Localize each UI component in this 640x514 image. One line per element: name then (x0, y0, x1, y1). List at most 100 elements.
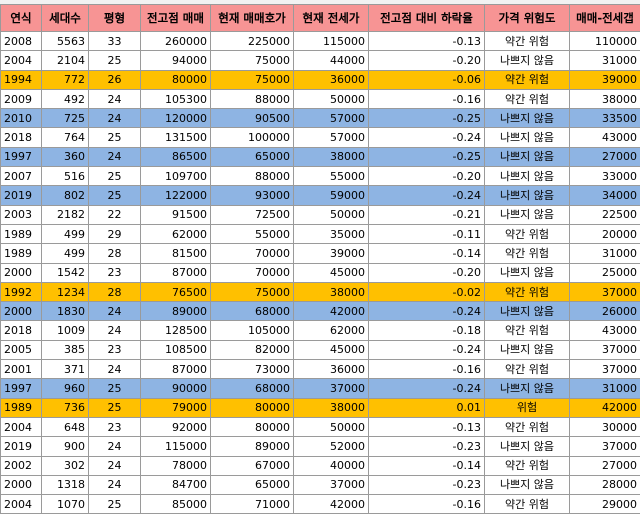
cell-jeonse-price[interactable]: 44000 (294, 51, 369, 70)
cell-asking-price[interactable]: 90500 (211, 109, 294, 128)
cell-risk[interactable]: 위험 (485, 398, 570, 417)
col-header-jeonse-price[interactable]: 현재 전세가 (294, 5, 369, 32)
cell-households[interactable]: 1234 (42, 282, 89, 301)
cell-asking-price[interactable]: 70000 (211, 244, 294, 263)
cell-peak-price[interactable]: 76500 (141, 282, 211, 301)
cell-peak-price[interactable]: 94000 (141, 51, 211, 70)
cell-size[interactable]: 33 (89, 32, 141, 51)
cell-year[interactable]: 1989 (1, 244, 42, 263)
cell-peak-price[interactable]: 87000 (141, 360, 211, 379)
cell-size[interactable]: 25 (89, 186, 141, 205)
cell-drop-rate[interactable]: -0.24 (369, 128, 485, 147)
col-header-risk[interactable]: 가격 위험도 (485, 5, 570, 32)
cell-households[interactable]: 1070 (42, 495, 89, 514)
cell-households[interactable]: 1830 (42, 302, 89, 321)
cell-size[interactable]: 24 (89, 109, 141, 128)
cell-risk[interactable]: 약간 위험 (485, 70, 570, 89)
cell-year[interactable]: 2004 (1, 495, 42, 514)
cell-jeonse-price[interactable]: 38000 (294, 147, 369, 166)
cell-size[interactable]: 25 (89, 379, 141, 398)
cell-households[interactable]: 302 (42, 456, 89, 475)
cell-year[interactable]: 2019 (1, 186, 42, 205)
cell-year[interactable]: 2004 (1, 51, 42, 70)
cell-jeonse-price[interactable]: 50000 (294, 89, 369, 108)
cell-size[interactable]: 28 (89, 244, 141, 263)
cell-households[interactable]: 802 (42, 186, 89, 205)
cell-jeonse-price[interactable]: 52000 (294, 437, 369, 456)
cell-households[interactable]: 648 (42, 417, 89, 436)
cell-year[interactable]: 2001 (1, 360, 42, 379)
cell-peak-price[interactable]: 90000 (141, 379, 211, 398)
cell-gap[interactable]: 33500 (570, 109, 640, 128)
cell-peak-price[interactable]: 105300 (141, 89, 211, 108)
cell-drop-rate[interactable]: -0.24 (369, 379, 485, 398)
cell-jeonse-price[interactable]: 37000 (294, 379, 369, 398)
cell-size[interactable]: 24 (89, 456, 141, 475)
cell-peak-price[interactable]: 87000 (141, 263, 211, 282)
cell-size[interactable]: 29 (89, 224, 141, 243)
cell-drop-rate[interactable]: -0.20 (369, 263, 485, 282)
cell-size[interactable]: 24 (89, 321, 141, 340)
cell-households[interactable]: 499 (42, 224, 89, 243)
cell-peak-price[interactable]: 108500 (141, 340, 211, 359)
cell-size[interactable]: 28 (89, 282, 141, 301)
cell-gap[interactable]: 29000 (570, 495, 640, 514)
cell-drop-rate[interactable]: 0.01 (369, 398, 485, 417)
cell-jeonse-price[interactable]: 42000 (294, 302, 369, 321)
cell-peak-price[interactable]: 120000 (141, 109, 211, 128)
cell-peak-price[interactable]: 62000 (141, 224, 211, 243)
cell-jeonse-price[interactable]: 40000 (294, 456, 369, 475)
cell-asking-price[interactable]: 70000 (211, 263, 294, 282)
cell-peak-price[interactable]: 91500 (141, 205, 211, 224)
cell-risk[interactable]: 나쁘지 않음 (485, 51, 570, 70)
cell-peak-price[interactable]: 122000 (141, 186, 211, 205)
cell-risk[interactable]: 나쁘지 않음 (485, 263, 570, 282)
cell-risk[interactable]: 나쁘지 않음 (485, 340, 570, 359)
cell-risk[interactable]: 약간 위험 (485, 244, 570, 263)
cell-gap[interactable]: 110000 (570, 32, 640, 51)
cell-asking-price[interactable]: 80000 (211, 417, 294, 436)
cell-risk[interactable]: 나쁘지 않음 (485, 147, 570, 166)
col-header-size[interactable]: 평형 (89, 5, 141, 32)
cell-risk[interactable]: 나쁘지 않음 (485, 205, 570, 224)
cell-households[interactable]: 360 (42, 147, 89, 166)
cell-peak-price[interactable]: 260000 (141, 32, 211, 51)
cell-asking-price[interactable]: 55000 (211, 224, 294, 243)
cell-gap[interactable]: 27000 (570, 456, 640, 475)
cell-gap[interactable]: 28000 (570, 475, 640, 494)
cell-gap[interactable]: 25000 (570, 263, 640, 282)
cell-households[interactable]: 900 (42, 437, 89, 456)
cell-jeonse-price[interactable]: 50000 (294, 417, 369, 436)
cell-gap[interactable]: 34000 (570, 186, 640, 205)
cell-peak-price[interactable]: 109700 (141, 167, 211, 186)
cell-year[interactable]: 2003 (1, 205, 42, 224)
cell-jeonse-price[interactable]: 57000 (294, 128, 369, 147)
cell-drop-rate[interactable]: -0.11 (369, 224, 485, 243)
cell-drop-rate[interactable]: -0.06 (369, 70, 485, 89)
cell-year[interactable]: 1989 (1, 224, 42, 243)
cell-drop-rate[interactable]: -0.16 (369, 495, 485, 514)
cell-size[interactable]: 22 (89, 205, 141, 224)
cell-size[interactable]: 24 (89, 437, 141, 456)
cell-year[interactable]: 2000 (1, 263, 42, 282)
cell-risk[interactable]: 나쁘지 않음 (485, 437, 570, 456)
cell-households[interactable]: 371 (42, 360, 89, 379)
cell-peak-price[interactable]: 89000 (141, 302, 211, 321)
cell-jeonse-price[interactable]: 62000 (294, 321, 369, 340)
cell-drop-rate[interactable]: -0.16 (369, 360, 485, 379)
cell-year[interactable]: 1997 (1, 147, 42, 166)
cell-jeonse-price[interactable]: 55000 (294, 167, 369, 186)
cell-drop-rate[interactable]: -0.23 (369, 437, 485, 456)
cell-asking-price[interactable]: 68000 (211, 379, 294, 398)
cell-asking-price[interactable]: 89000 (211, 437, 294, 456)
cell-year[interactable]: 2019 (1, 437, 42, 456)
cell-jeonse-price[interactable]: 36000 (294, 360, 369, 379)
cell-size[interactable]: 23 (89, 417, 141, 436)
cell-asking-price[interactable]: 80000 (211, 398, 294, 417)
cell-asking-price[interactable]: 105000 (211, 321, 294, 340)
cell-jeonse-price[interactable]: 38000 (294, 398, 369, 417)
cell-jeonse-price[interactable]: 39000 (294, 244, 369, 263)
cell-drop-rate[interactable]: -0.16 (369, 89, 485, 108)
cell-asking-price[interactable]: 75000 (211, 282, 294, 301)
col-header-peak-price[interactable]: 전고점 매매 (141, 5, 211, 32)
